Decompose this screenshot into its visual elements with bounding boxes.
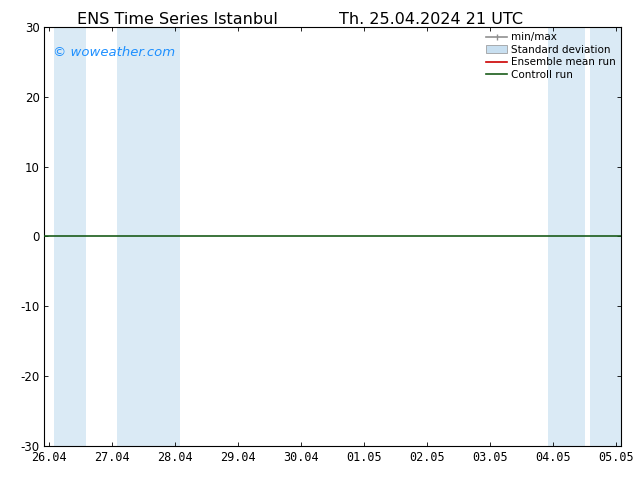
Bar xyxy=(55,27,86,446)
Text: Th. 25.04.2024 21 UTC: Th. 25.04.2024 21 UTC xyxy=(339,12,523,27)
Legend: min/max, Standard deviation, Ensemble mean run, Controll run: min/max, Standard deviation, Ensemble me… xyxy=(484,30,618,82)
Bar xyxy=(117,27,181,446)
Bar xyxy=(548,27,585,446)
Bar xyxy=(590,27,621,446)
Text: © woweather.com: © woweather.com xyxy=(53,46,175,59)
Text: ENS Time Series Istanbul: ENS Time Series Istanbul xyxy=(77,12,278,27)
